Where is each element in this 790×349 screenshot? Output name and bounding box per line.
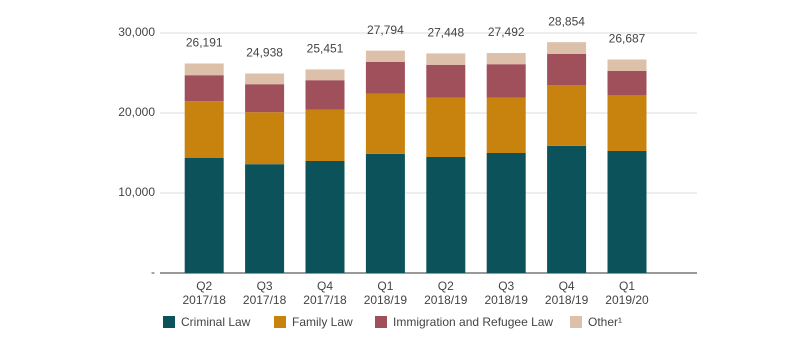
bar-segment bbox=[305, 161, 345, 273]
x-tick-label-line: Q2 bbox=[196, 279, 212, 293]
bar-segment bbox=[365, 153, 405, 273]
total-label: 27,448 bbox=[427, 26, 464, 40]
bar-segment bbox=[426, 65, 466, 98]
total-label: 25,451 bbox=[307, 42, 344, 56]
bar-segment bbox=[305, 69, 345, 81]
bar-segment bbox=[245, 84, 285, 113]
bar-segment bbox=[305, 109, 345, 161]
bar-segment bbox=[365, 50, 405, 62]
x-tick-label: Q1 2019/20 bbox=[605, 279, 649, 307]
bar-segment bbox=[184, 101, 224, 158]
bar-segment bbox=[607, 151, 647, 273]
bar-segment bbox=[245, 164, 285, 273]
bar-segment bbox=[486, 97, 526, 153]
bar-segment bbox=[245, 112, 285, 165]
bar-segment bbox=[486, 53, 526, 65]
bar-segment bbox=[184, 75, 224, 102]
x-tick-label-line: Q2 bbox=[438, 279, 454, 293]
total-label: 27,492 bbox=[488, 25, 525, 39]
bar-segment bbox=[184, 63, 224, 76]
x-tick-label-line: Q1 bbox=[619, 279, 635, 293]
x-tick-label: Q1 2018/19 bbox=[364, 279, 408, 307]
x-tick-label-line: 2018/19 bbox=[545, 293, 589, 307]
legend-swatch bbox=[375, 316, 387, 328]
x-tick-label-line: Q3 bbox=[498, 279, 514, 293]
bar-segment bbox=[607, 71, 647, 95]
bar-segment bbox=[305, 80, 345, 110]
bar-segment bbox=[547, 42, 587, 54]
y-tick-label: 20,000 bbox=[118, 105, 155, 119]
x-tick-label: Q3 2017/18 bbox=[243, 279, 287, 307]
x-tick-label-line: Q3 bbox=[257, 279, 273, 293]
x-tick-label: Q4 2017/18 bbox=[303, 279, 347, 307]
bar-segment bbox=[426, 97, 466, 157]
total-label: 26,191 bbox=[186, 36, 223, 50]
legend-label: Immigration and Refugee Law bbox=[393, 315, 553, 329]
legend-swatch bbox=[274, 316, 286, 328]
total-label: 26,687 bbox=[609, 32, 646, 46]
bar-segment bbox=[426, 157, 466, 273]
x-tick-label-line: Q4 bbox=[559, 279, 575, 293]
x-tick-label-line: Q4 bbox=[317, 279, 333, 293]
bar-segment bbox=[426, 53, 466, 65]
bar-segment bbox=[486, 153, 526, 273]
bar-segment bbox=[547, 85, 587, 146]
bar-segment bbox=[607, 59, 647, 71]
legend-label: Other¹ bbox=[588, 315, 622, 329]
bar-segment bbox=[547, 145, 587, 273]
bar-segment bbox=[365, 61, 405, 94]
y-tick-label: 10,000 bbox=[118, 185, 155, 199]
total-label: 28,854 bbox=[548, 14, 585, 28]
bar-segment bbox=[184, 158, 224, 273]
total-label: 24,938 bbox=[246, 46, 283, 60]
x-tick-label: Q4 2018/19 bbox=[545, 279, 589, 307]
x-tick-label: Q2 2017/18 bbox=[183, 279, 227, 307]
y-tick-label: 30,000 bbox=[118, 25, 155, 39]
x-tick-label-line: 2017/18 bbox=[243, 293, 287, 307]
legend-swatch bbox=[570, 316, 582, 328]
y-tick-label: - bbox=[151, 265, 155, 279]
x-tick-label-line: 2017/18 bbox=[183, 293, 227, 307]
x-tick-label-line: Q1 bbox=[377, 279, 393, 293]
bar-segment bbox=[486, 64, 526, 98]
x-tick-label-line: 2018/19 bbox=[485, 293, 529, 307]
x-tick-label-line: 2019/20 bbox=[605, 293, 649, 307]
total-label: 27,794 bbox=[367, 23, 404, 37]
x-tick-label-line: 2018/19 bbox=[424, 293, 468, 307]
x-tick-label-line: 2018/19 bbox=[364, 293, 408, 307]
legend-swatch bbox=[163, 316, 175, 328]
legend-label: Family Law bbox=[292, 315, 353, 329]
x-tick-label-line: 2017/18 bbox=[303, 293, 347, 307]
legend-label: Criminal Law bbox=[181, 315, 251, 329]
x-tick-label: Q2 2018/19 bbox=[424, 279, 468, 307]
bar-segment bbox=[607, 95, 647, 151]
bar-segment bbox=[365, 93, 405, 154]
bar-segment bbox=[547, 53, 587, 85]
x-tick-label: Q3 2018/19 bbox=[485, 279, 529, 307]
bar-segment bbox=[245, 73, 285, 85]
